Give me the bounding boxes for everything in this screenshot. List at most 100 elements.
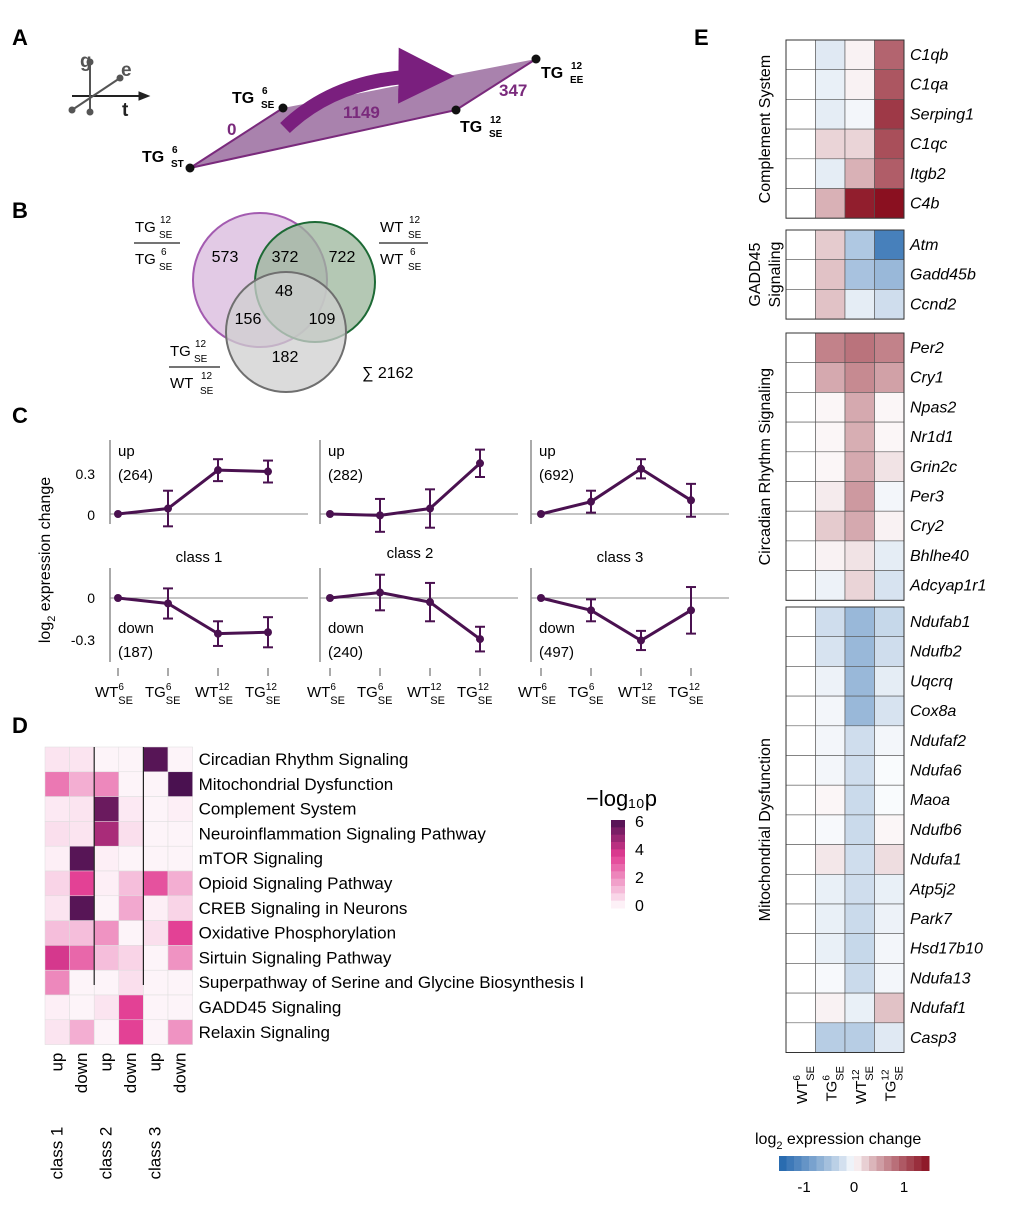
e-cell: [785, 39, 816, 71]
e-group-label: GADD45: [747, 242, 764, 306]
point-tg-st-6: [185, 163, 195, 173]
panel-a: g e t 0 1149 347 TG 6 ST TG 6 SE TG 12 S…: [68, 47, 584, 173]
panel-c: log2 expression change 0.3 0 0 -0.3 clas…: [37, 440, 729, 707]
venn-circle-tg12-wt12: [225, 271, 347, 393]
d-cell: [167, 920, 193, 946]
e-cell: [785, 844, 816, 875]
d-cell: [44, 870, 70, 897]
transition-arrow: [280, 47, 455, 134]
e-cell: [874, 1022, 905, 1053]
e-cell: [874, 844, 905, 875]
num-sub: SE: [408, 230, 422, 241]
e-cell: [815, 128, 846, 160]
e-cell: [874, 229, 905, 261]
e-legend-swatch: [891, 1156, 900, 1171]
venn-label-wt12-wt6: WT 12 SE WT 6 SE: [379, 215, 428, 273]
e-cell: [815, 510, 846, 542]
e-cell: [785, 332, 816, 364]
ylabel-sub: 2: [46, 616, 58, 622]
den-sub: SE: [408, 262, 422, 273]
c-point: [114, 510, 122, 518]
d-cell: [143, 969, 169, 996]
count-left: 0: [227, 120, 236, 139]
e-legend-swatch: [876, 1156, 885, 1171]
num-sub: SE: [159, 230, 173, 241]
panel-label-e: E: [694, 25, 709, 50]
d-col-label: up: [47, 1053, 66, 1072]
d-cell: [69, 746, 95, 773]
d-cell: [118, 994, 144, 1021]
e-cell: [785, 963, 816, 994]
d-cell: [93, 771, 120, 797]
e-cell: [844, 755, 875, 786]
c-point: [326, 510, 334, 518]
c-xtick-label: TG6 SE: [145, 682, 180, 707]
d-legend-swatch: [611, 849, 625, 858]
num-sub: SE: [194, 354, 208, 365]
e-gene-label: Hsd17b10: [910, 941, 983, 958]
e-cell: [874, 128, 905, 160]
venn-region-c-only: 182: [272, 349, 299, 366]
e-cell: [874, 606, 905, 638]
e-cell: [874, 392, 905, 423]
e-gene-label: Itgb2: [910, 166, 946, 183]
e-cell: [874, 636, 905, 667]
d-row-label: Mitochondrial Dysfunction: [199, 775, 394, 794]
d-cell: [69, 771, 95, 797]
panel-b: 573 372 722 48 156 109 182 ∑ 2162 TG 12 …: [134, 212, 428, 397]
e-cell: [844, 128, 875, 160]
e-cell: [844, 784, 875, 816]
c-point: [426, 598, 434, 607]
c-series-line: [329, 462, 482, 517]
e-cell: [815, 606, 846, 638]
axis-label-g: g: [80, 51, 92, 72]
e-cell: [785, 229, 816, 261]
c-series-count: (497): [539, 644, 574, 661]
e-cell: [785, 784, 816, 816]
e-legend-swatch: [854, 1156, 862, 1171]
label-sub: SE: [261, 100, 275, 111]
count-middle: 1149: [343, 103, 380, 122]
c-ylabel: log2 expression change: [37, 477, 58, 643]
d-cell: [93, 870, 120, 897]
d-row-label: Opioid Signaling Pathway: [199, 874, 393, 893]
d-cell: [118, 746, 144, 773]
e-legend-swatch: [809, 1156, 817, 1171]
d-legend-swatch: [611, 886, 625, 894]
e-cell: [815, 844, 846, 875]
venn-total: ∑ 2162: [362, 365, 414, 382]
d-cell: [118, 969, 144, 996]
d-cell: [167, 771, 193, 797]
c-point: [264, 467, 272, 476]
num-base: TG: [170, 343, 191, 360]
c-point: [476, 635, 484, 644]
e-cell: [785, 666, 816, 697]
e-cell: [844, 229, 875, 261]
c-series-count: (264): [118, 467, 153, 484]
d-row-label: Neuroinflammation Signaling Pathway: [199, 824, 487, 843]
c-point: [326, 594, 334, 602]
e-cell: [844, 814, 875, 845]
d-cell: [118, 920, 144, 946]
e-group-label: Signaling: [767, 242, 784, 308]
e-gene-label: Ndufb6: [910, 822, 962, 839]
c-class1-label: class 1: [176, 549, 223, 566]
c-point: [587, 497, 595, 506]
d-legend-swatch: [611, 827, 625, 836]
c-xtick-label: WT6 SE: [307, 682, 345, 707]
e-group-frame: [785, 229, 905, 320]
panel-label-a: A: [12, 25, 28, 50]
e-cell: [785, 481, 816, 512]
num-base: WT: [380, 219, 403, 236]
e-cell: [844, 963, 875, 994]
num-sup: 12: [195, 339, 207, 350]
d-legend-tick: 4: [635, 842, 644, 859]
e-cell: [844, 69, 875, 100]
c-point: [687, 496, 695, 505]
c-series-direction: down: [539, 620, 575, 637]
e-legend-tick: -1: [797, 1179, 810, 1196]
d-legend-swatch: [611, 842, 625, 850]
d-cell: [143, 994, 169, 1021]
e-legend-swatch: [921, 1156, 930, 1171]
